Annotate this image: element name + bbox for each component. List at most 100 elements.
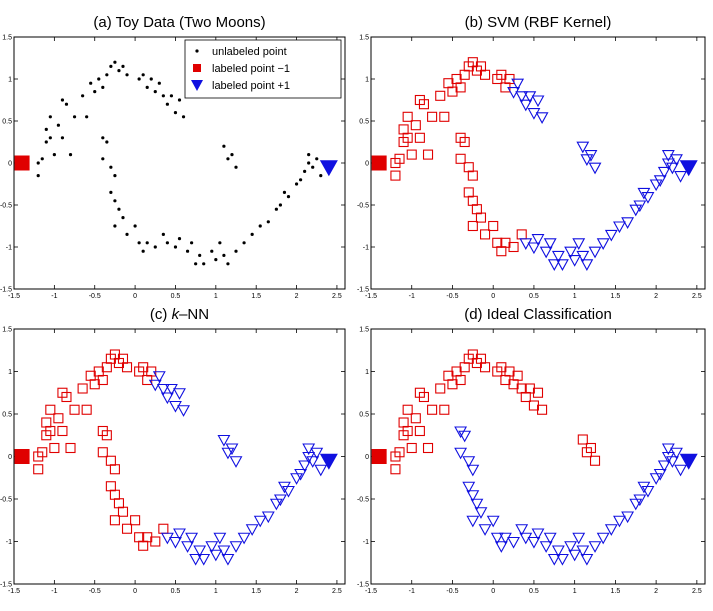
unlabeled-point <box>101 85 105 89</box>
x-tick-label: 2 <box>295 293 299 300</box>
legend-triangle-marker <box>191 80 203 91</box>
class-minus1-point <box>467 170 478 181</box>
unlabeled-point <box>294 182 299 186</box>
class-plus1-point <box>156 383 170 396</box>
class-plus1-point <box>197 553 211 566</box>
class-plus1-point <box>649 179 663 192</box>
class-minus1-point <box>488 220 499 232</box>
class-minus1-point <box>479 69 491 80</box>
class-plus1-point <box>290 473 303 485</box>
class-plus1-point <box>225 443 239 456</box>
class-minus1-point <box>532 387 544 398</box>
x-tick-label: -1 <box>51 588 57 595</box>
x-tick-label: 2 <box>654 588 658 595</box>
legend: unlabeled point labeled point −1 labeled p… <box>184 39 342 99</box>
class-minus1-point <box>45 425 56 437</box>
class-plus1-point <box>314 464 328 477</box>
class-minus1-point <box>402 425 413 437</box>
panel-d: (d) Ideal Classification -1.5 -1 -0.5 0 0.5 1 1… <box>357 306 706 595</box>
class-plus1-point <box>661 158 675 171</box>
x-tick-label: -0.5 <box>446 588 458 595</box>
class-plus1-point <box>596 532 610 545</box>
class-minus1-point <box>113 498 125 509</box>
unlabeled-point <box>113 224 117 228</box>
class-plus1-point <box>486 515 500 528</box>
class-plus1-point <box>229 456 243 468</box>
class-plus1-point <box>310 447 324 460</box>
unlabeled-point <box>60 98 65 102</box>
class-plus1-point <box>572 532 586 545</box>
labeled-point-minus1 <box>371 449 387 464</box>
x-tick-label: 0 <box>133 293 137 300</box>
class-plus1-point <box>462 481 476 494</box>
x-tick-label: 1.5 <box>611 293 621 300</box>
unlabeled-point <box>214 258 218 262</box>
class-plus1-point <box>261 511 275 524</box>
class-minus1-point <box>422 149 434 160</box>
unlabeled-point <box>105 140 109 144</box>
unlabeled-point <box>307 161 311 165</box>
unlabeled-point <box>44 140 48 144</box>
y-tick-label: 1 <box>8 77 12 84</box>
class-minus1-point <box>45 404 56 415</box>
class-minus1-point <box>394 153 405 164</box>
unlabeled-point <box>121 216 125 220</box>
x-tick-label: 1 <box>214 588 218 595</box>
class-plus1-point <box>470 498 484 511</box>
unlabeled-point <box>286 195 291 199</box>
unlabeled-point <box>315 157 319 161</box>
class-minus1-point <box>467 220 478 232</box>
unlabeled-point <box>274 207 278 211</box>
class-minus1-point <box>97 447 108 458</box>
class-plus1-point <box>302 451 316 464</box>
unlabeled-point <box>222 253 226 257</box>
class-plus1-point <box>621 511 635 524</box>
y-tick-label: 0.5 <box>2 412 12 419</box>
class-minus1-point <box>398 124 409 135</box>
y-tick-label: 1 <box>8 369 12 376</box>
unlabeled-point <box>177 237 182 241</box>
class-minus1-point <box>402 111 413 122</box>
legend-entry-label: labeled point −1 <box>212 63 290 75</box>
class-minus1-point <box>121 523 133 534</box>
unlabeled-point <box>60 136 65 140</box>
class-plus1-point <box>576 250 590 263</box>
unlabeled-point <box>202 262 206 266</box>
class-plus1-point <box>674 171 687 183</box>
chart-title: (d) Ideal Classification <box>464 306 612 323</box>
y-tick-label: 0.5 <box>359 412 369 419</box>
legend-box <box>184 39 342 99</box>
unlabeled-point <box>169 94 174 98</box>
class-minus1-point <box>57 425 68 437</box>
class-plus1-point <box>621 217 635 229</box>
class-minus1-point <box>390 464 401 475</box>
class-plus1-point <box>629 498 643 511</box>
class-minus1-point <box>41 417 52 428</box>
x-tick-label: 0.5 <box>529 293 539 300</box>
class-minus1-point <box>61 391 72 403</box>
class-plus1-point <box>596 238 610 250</box>
class-plus1-point <box>556 553 569 566</box>
x-tick-label: 2.5 <box>332 293 342 300</box>
class-plus1-point <box>173 388 186 400</box>
class-minus1-point <box>33 464 44 475</box>
class-minus1-point <box>81 404 92 415</box>
y-tick-label: -1.5 <box>357 287 369 294</box>
unlabeled-point <box>101 136 105 140</box>
class-minus1-point <box>439 404 450 415</box>
unlabeled-point <box>97 77 101 81</box>
class-plus1-point <box>551 545 565 558</box>
class-plus1-point <box>580 553 594 566</box>
legend-entry-label: unlabeled point <box>212 46 287 58</box>
class-minus1-point <box>589 455 601 466</box>
x-tick-label: 0.5 <box>171 588 181 595</box>
unlabeled-point <box>242 241 246 245</box>
x-tick-label: 0 <box>491 293 495 300</box>
class-plus1-point <box>547 553 561 566</box>
class-plus1-point <box>253 515 267 528</box>
class-plus1-point <box>572 238 586 250</box>
class-plus1-point <box>588 246 602 259</box>
legend-square-marker <box>193 64 201 72</box>
class-plus1-point <box>556 259 569 271</box>
class-minus1-point <box>418 391 430 403</box>
